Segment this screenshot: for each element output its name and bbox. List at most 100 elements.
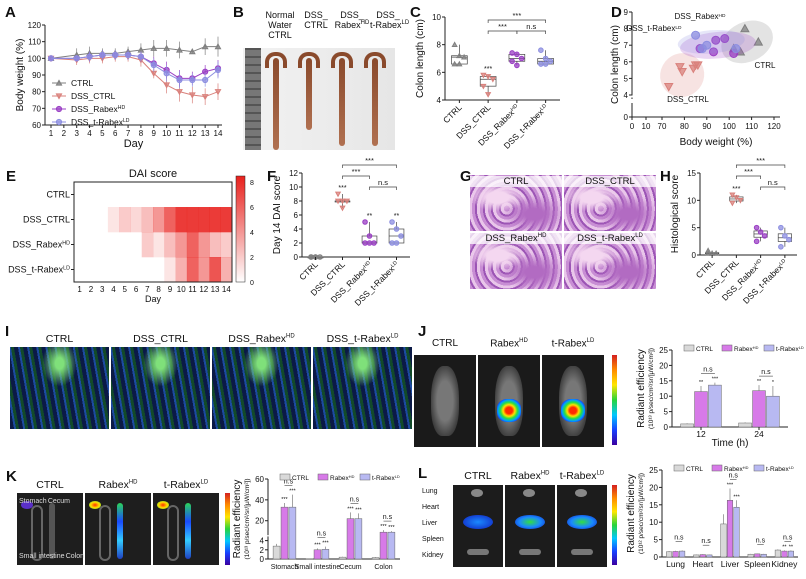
data-point: [451, 41, 458, 48]
data-point: [538, 47, 544, 54]
bar: [766, 395, 780, 428]
fluorescence-image: [313, 347, 412, 429]
data-point: [729, 192, 736, 199]
y-axis-label-units: (10¹³ p/sec/cm²/sr/[μW/cm²]): [648, 348, 655, 429]
data-point: [740, 23, 750, 33]
radiant-efficiency-time-chart: 0 5 10 15 20 25 Radiant efficiency (10¹³ p/sec/…: [636, 345, 804, 450]
data-point: [163, 82, 171, 89]
bar: [379, 531, 388, 560]
fluorescence-image: [10, 347, 109, 429]
data-point: [484, 74, 492, 80]
heatmap-cell: [108, 257, 120, 282]
y-tick-label: 5: [624, 74, 629, 83]
stomach-signal: [89, 501, 101, 509]
heatmap-cell: [198, 207, 210, 233]
x-tick-label: Stomach: [271, 564, 299, 571]
significance-label: n.s: [350, 496, 360, 503]
fluorescence-label: CTRL: [45, 333, 74, 345]
x-tick-label: 3: [74, 129, 79, 138]
y-tick-label: 0: [624, 113, 629, 122]
heatmap-cell: [108, 182, 120, 207]
significance-label: n.s: [674, 534, 684, 541]
mouse-image: [414, 355, 476, 447]
x-tick-label: 13: [211, 285, 220, 294]
y-tick-label: 4: [437, 96, 442, 105]
mouse-image: [542, 355, 604, 447]
data-point: [480, 72, 487, 79]
intestine-signal: [185, 503, 191, 559]
heatmap-cell: [85, 257, 97, 282]
lung: [575, 489, 587, 497]
colon-label: DSS_ RabexHD: [334, 10, 370, 30]
kidney: [467, 549, 489, 555]
data-point: [692, 61, 703, 71]
data-point: [86, 53, 93, 60]
gi-tract-image: [17, 493, 83, 565]
data-point: [343, 198, 351, 205]
data-point: [308, 254, 314, 260]
bar: [726, 500, 734, 558]
bar: [699, 554, 706, 558]
heatmap-cell: [220, 232, 233, 258]
colorbar: [235, 175, 246, 283]
gi-label: CTRL: [36, 479, 64, 491]
legend-label: t-RabexLD: [372, 474, 400, 483]
y-tick-label: 12: [289, 169, 298, 178]
group-label: CTRL: [755, 61, 776, 70]
significance-label: **: [782, 544, 787, 550]
significance-label: n.s: [703, 367, 713, 374]
heatmap-cell: [164, 257, 176, 283]
significance-label: ***: [281, 497, 288, 503]
significance-label: **: [789, 544, 794, 550]
data-point: [712, 250, 720, 256]
fluorescence-image: [212, 347, 311, 429]
organ-label: Stomach: [19, 498, 47, 505]
row-label: DSS_CTRL: [23, 215, 70, 225]
y-axis-label: Radiant efficiency: [636, 349, 647, 428]
x-tick-label: CTRL: [441, 102, 464, 125]
significance-bracket: [760, 186, 786, 190]
fluorescence-signal: [496, 399, 522, 423]
heatmap-cell: [74, 257, 86, 282]
bar: [694, 391, 708, 428]
heatmap-cell: [209, 207, 222, 233]
y-tick-label: 20: [659, 361, 668, 370]
x-tick-label: 90: [702, 122, 711, 131]
axis-break: [264, 535, 400, 537]
bar: [338, 556, 347, 560]
x-tick-label: 13: [201, 129, 210, 138]
chart-title: DAI score: [129, 168, 177, 180]
data-point: [393, 240, 400, 246]
row-label: CTRL: [46, 190, 70, 200]
group-label: DSS_CTRL: [667, 95, 709, 104]
heatmap-cell: [153, 207, 165, 233]
panel-label-d: D: [611, 4, 622, 21]
histology-label: DSS_RabexHD: [470, 233, 562, 245]
histology-label: DSS_CTRL: [564, 176, 656, 187]
heatmap-cell: [220, 257, 233, 283]
bar: [672, 551, 679, 558]
x-tick-label: 110: [745, 122, 758, 131]
heatmap-cell: [221, 182, 233, 207]
y-tick-label: 15: [649, 501, 658, 510]
data-point: [778, 244, 784, 250]
data-point: [176, 89, 183, 96]
bar: [680, 423, 694, 428]
significance-label: **: [699, 380, 704, 386]
significance-label: ***: [484, 66, 492, 73]
significance-label: ***: [512, 11, 521, 20]
colorbar-tick-label: 4: [250, 230, 254, 237]
x-tick-label: 12: [696, 429, 706, 439]
heatmap-cell: [220, 207, 233, 233]
data-point: [188, 92, 196, 99]
y-tick-label: 4: [624, 91, 629, 100]
data-point: [398, 233, 404, 239]
significance-label: ***: [365, 156, 374, 165]
bar: [354, 518, 363, 560]
y-tick-label: 15: [687, 169, 696, 178]
y-tick-label: 10: [649, 518, 658, 527]
data-point: [509, 58, 515, 65]
data-point: [176, 46, 183, 53]
row-label: DSS_t-RabexLD: [8, 265, 70, 275]
